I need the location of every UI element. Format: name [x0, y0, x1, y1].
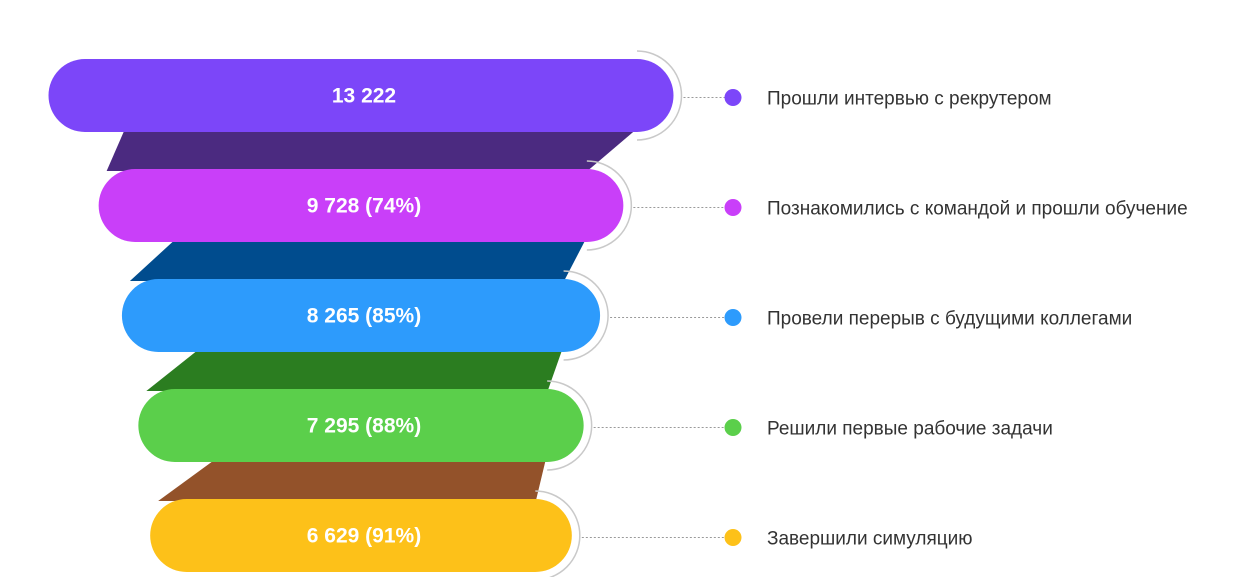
funnel-bar-value: 7 295 (88%) [307, 415, 421, 438]
funnel-bar-1 [48, 59, 674, 132]
funnel-legend: Прошли интервью с рекрутером Познакомилис… [581, 89, 1188, 550]
legend-label: Завершили симуляцию [767, 529, 972, 550]
funnel-connectors [106, 130, 636, 501]
legend-label: Познакомились с командой и прошли обучен… [767, 199, 1188, 220]
bar-shadow-arc [547, 380, 593, 471]
legend-label: Провели перерыв с будущими коллегами [767, 309, 1132, 330]
funnel-bar-3 [121, 279, 601, 352]
funnel-bar-value: 6 629 (91%) [307, 525, 421, 548]
funnel-connector-3 [146, 350, 563, 391]
funnel-connector-2 [129, 240, 586, 281]
legend-dot [724, 89, 742, 106]
legend-dot [724, 529, 742, 546]
funnel-connector-4 [158, 460, 546, 501]
bar-shadow-arc [586, 160, 633, 251]
legend-dot [724, 309, 742, 326]
legend-label: Решили первые рабочие задачи [767, 419, 1053, 440]
legend-dot [724, 199, 742, 216]
funnel-bars: 13 222 9 728 (74%) 8 265 (85%) 7 295 (88%) 6… [48, 50, 683, 577]
funnel-bar-value: 9 728 (74%) [307, 195, 421, 218]
funnel-bar-value: 13 222 [332, 85, 396, 108]
bar-shadow-arc [535, 490, 581, 577]
funnel-bar-2 [98, 169, 624, 242]
legend-dot [724, 419, 742, 436]
funnel-bar-5 [150, 499, 572, 572]
bar-shadow-arc [636, 50, 683, 141]
bar-shadow-arc [563, 270, 609, 361]
funnel-bar-4 [138, 389, 584, 462]
funnel-bar-value: 8 265 (85%) [307, 305, 421, 328]
legend-label: Прошли интервью с рекрутером [767, 89, 1052, 110]
funnel-connector-1 [106, 130, 636, 171]
